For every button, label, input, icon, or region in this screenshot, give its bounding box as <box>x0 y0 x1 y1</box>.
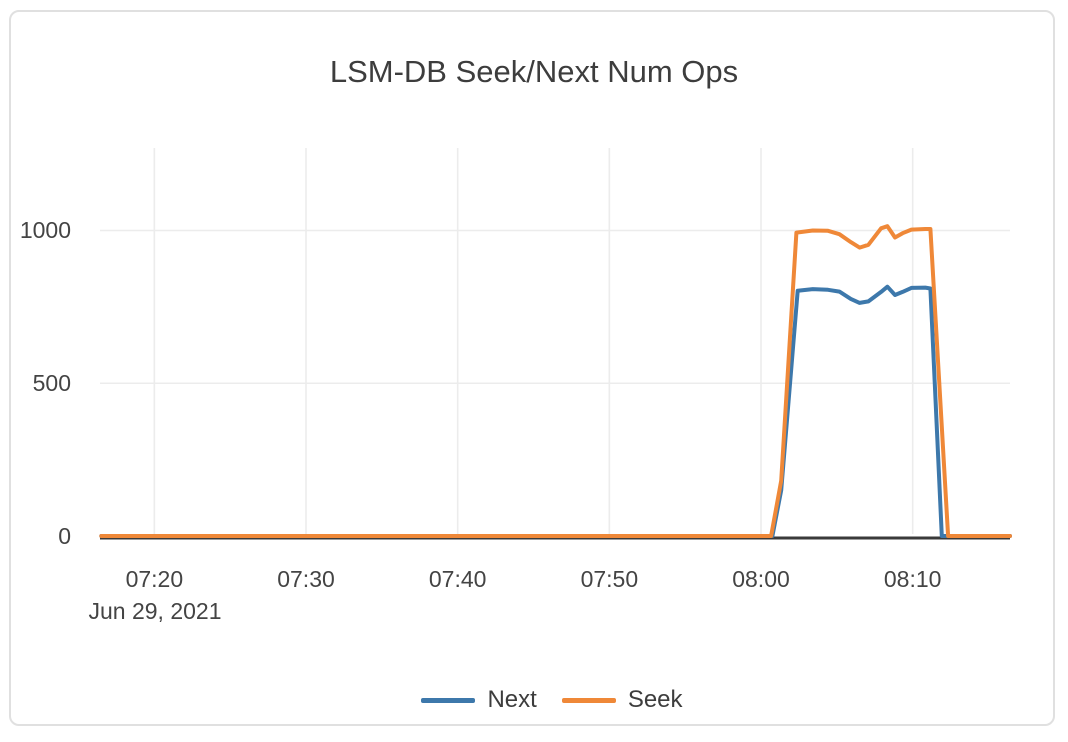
x-tick-label: 07:50 <box>580 566 639 592</box>
y-tick-label: 500 <box>32 370 71 397</box>
y-tick-label: 1000 <box>19 217 71 244</box>
x-tick-label: 07:20 <box>125 566 184 592</box>
chart-title: LSM-DB Seek/Next Num Ops <box>329 54 739 89</box>
x-axis-date-label: Jun 29, 2021 <box>88 598 222 624</box>
x-tick-label: 07:30 <box>277 566 335 592</box>
x-tick-label: 08:00 <box>732 566 790 592</box>
x-tick-label: 08:10 <box>883 566 942 592</box>
legend: Next Seek <box>18 686 1068 714</box>
legend-item-next[interactable]: Next <box>421 686 537 714</box>
legend-swatch-seek <box>561 697 616 703</box>
legend-label-next: Next <box>487 686 537 713</box>
series-line-next <box>99 284 1012 538</box>
legend-swatch-next <box>421 697 476 703</box>
y-tick-label: 0 <box>58 523 71 549</box>
chart-card <box>9 10 1055 726</box>
legend-item-seek[interactable]: Seek <box>561 686 683 714</box>
series-line-seek <box>99 224 1012 538</box>
x-tick-label: 07:40 <box>428 566 487 592</box>
legend-label-seek: Seek <box>627 686 683 713</box>
